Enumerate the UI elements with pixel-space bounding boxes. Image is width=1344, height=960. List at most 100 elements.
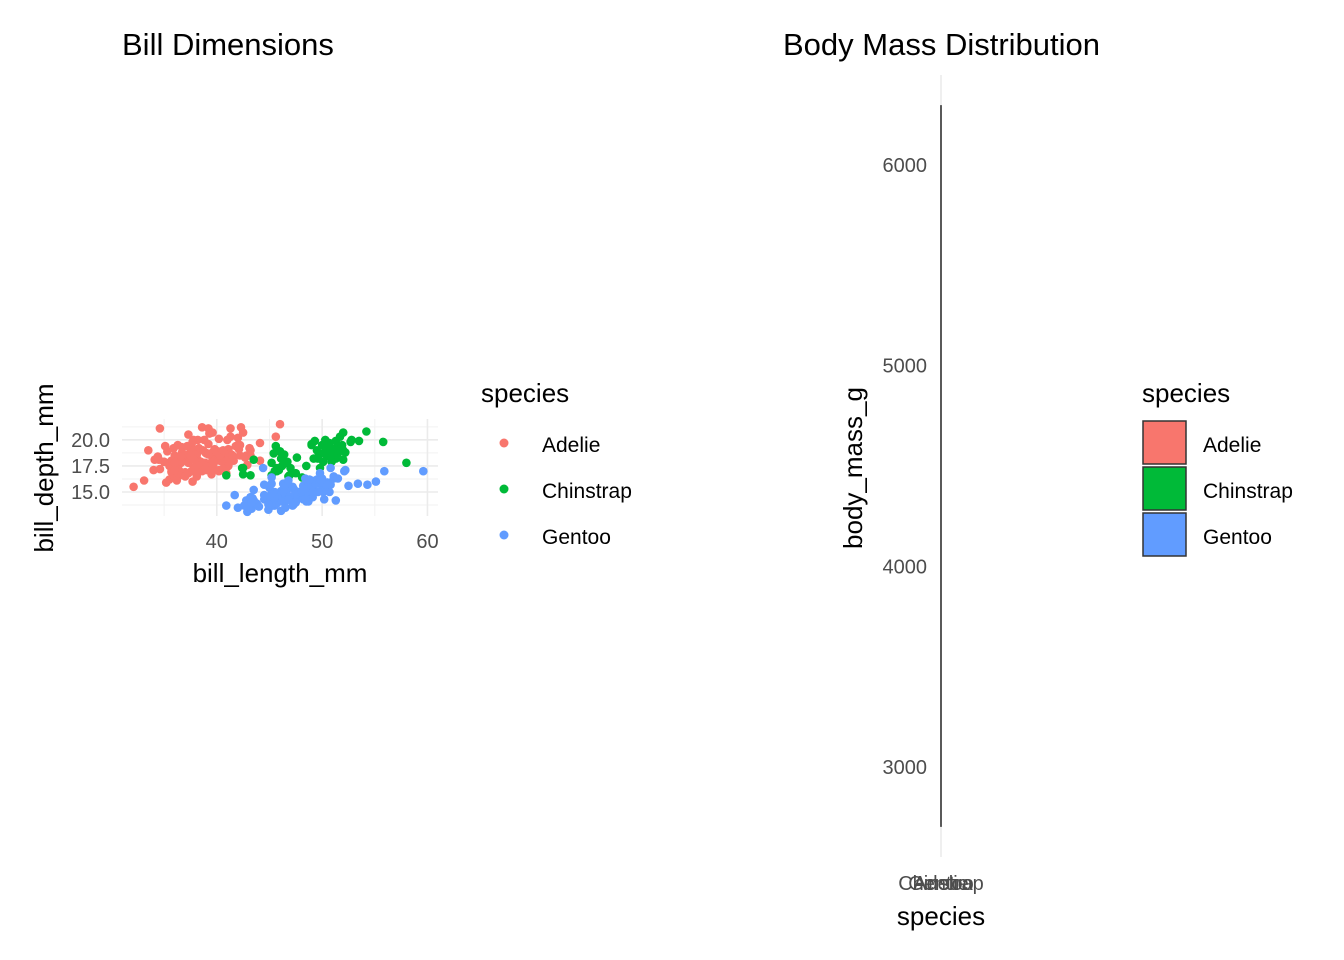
legend-key-adelie-swatch: [1142, 420, 1187, 465]
bar-x-tick-label-gentoo: Gentoo: [908, 873, 974, 895]
scatter-point-chinstrap: [341, 448, 350, 457]
scatter-point-chinstrap: [302, 461, 311, 471]
scatter-point-adelie: [184, 468, 193, 478]
scatter-point-gentoo: [353, 479, 363, 489]
scatter-x-tick-label: 40: [206, 531, 228, 553]
legend-key-gentoo-swatch: [1142, 512, 1187, 557]
scatter-point-gentoo: [267, 489, 276, 499]
scatter-point-gentoo: [371, 477, 381, 486]
scatter-point-adelie: [176, 452, 186, 461]
scatter-point-gentoo: [333, 474, 343, 483]
scatter-point-adelie: [129, 482, 138, 492]
scatter-point-gentoo: [264, 500, 273, 509]
scatter-point-adelie: [160, 441, 170, 451]
scatter-point-gentoo: [259, 490, 269, 500]
scatter-point-gentoo: [284, 476, 293, 485]
body-mass-panel: Body Mass Distribution 3000400050006000 …: [783, 27, 1293, 931]
scatter-point-gentoo: [288, 482, 297, 492]
scatter-point-adelie: [275, 419, 285, 429]
bill-dimensions-panel: Bill Dimensions 40 50 60 15.0 17.5 20.0 bill…: [29, 27, 632, 588]
scatter-point-gentoo: [326, 463, 335, 473]
scatter-title: Bill Dimensions: [122, 27, 334, 62]
scatter-point-chinstrap: [238, 463, 248, 473]
scatter-point-chinstrap: [326, 446, 335, 455]
bar-legend-label-gentoo: Gentoo: [1203, 526, 1272, 549]
scatter-point-gentoo: [419, 466, 428, 476]
scatter-point-adelie: [189, 455, 198, 465]
scatter-y-tick-label: 17.5: [71, 456, 110, 478]
scatter-point-adelie: [245, 443, 254, 453]
bar-x-axis-title: species: [897, 901, 985, 931]
bar-x-tick-label-adelie: Adelie: [913, 873, 969, 895]
scatter-point-gentoo: [222, 501, 231, 510]
scatter-legend: species Adelie Chinstrap Gentoo: [481, 378, 632, 549]
scatter-point-chinstrap: [246, 471, 255, 480]
scatter-x-axis-title: bill_length_mm: [193, 558, 368, 588]
scatter-point-gentoo: [331, 496, 341, 505]
scatter-point-adelie: [184, 430, 193, 439]
bar-legend-label-chinstrap: Chinstrap: [1203, 480, 1293, 503]
scatter-point-gentoo: [316, 476, 326, 485]
scatter-point-adelie: [188, 437, 197, 447]
scatter-point-adelie: [192, 472, 202, 481]
scatter-point-adelie: [159, 457, 169, 467]
scatter-point-gentoo: [363, 480, 372, 490]
scatter-point-gentoo: [288, 501, 297, 510]
scatter-point-chinstrap: [402, 458, 411, 468]
scatter-y-tick-label: 15.0: [71, 482, 110, 504]
scatter-point-adelie: [161, 478, 171, 487]
legend-key-gentoo-dot: [499, 530, 509, 540]
scatter-point-chinstrap: [362, 427, 371, 436]
scatter-point-chinstrap: [222, 471, 231, 480]
scatter-point-adelie: [223, 435, 232, 445]
scatter-legend-label-chinstrap: Chinstrap: [542, 480, 632, 503]
scatter-point-adelie: [240, 453, 250, 462]
scatter-point-adelie: [144, 446, 153, 455]
scatter-point-adelie: [202, 465, 211, 475]
scatter-legend-label-adelie: Adelie: [542, 434, 600, 457]
scatter-point-gentoo: [240, 501, 250, 510]
scatter-point-chinstrap: [347, 435, 356, 445]
scatter-point-adelie: [255, 456, 265, 466]
scatter-legend-title: species: [481, 378, 569, 408]
bar-legend-title: species: [1142, 378, 1230, 408]
scatter-point-adelie: [172, 476, 182, 485]
scatter-point-chinstrap: [332, 446, 342, 455]
scatter-point-adelie: [209, 457, 218, 467]
scatter-point-chinstrap: [337, 440, 347, 450]
scatter-point-gentoo: [344, 481, 353, 491]
bar-y-axis-title: body_mass_g: [838, 387, 868, 549]
scatter-point-gentoo: [341, 465, 350, 475]
scatter-point-chinstrap: [267, 458, 276, 468]
scatter-point-adelie: [214, 434, 224, 444]
scatter-y-ticks: 15.0 17.5 20.0: [71, 430, 110, 504]
scatter-point-gentoo: [319, 495, 329, 504]
scatter-point-chinstrap: [338, 428, 348, 437]
bar-y-tick-label: 3000: [883, 757, 928, 779]
legend-key-adelie-dot: [499, 438, 509, 448]
scatter-point-gentoo: [230, 490, 239, 500]
scatter-point-gentoo: [258, 463, 268, 473]
bar-y-ticks: 3000 4000 5000 6000: [883, 155, 928, 779]
scatter-point-chinstrap: [279, 450, 289, 459]
scatter-points: [129, 419, 428, 517]
scatter-point-adelie: [226, 424, 235, 433]
scatter-point-gentoo: [259, 480, 269, 490]
scatter-point-chinstrap: [319, 449, 329, 458]
scatter-point-chinstrap: [238, 470, 248, 479]
scatter-point-chinstrap: [310, 436, 320, 446]
scatter-point-gentoo: [247, 498, 256, 507]
bar-x-tick-label-chinstrap: Chinstrap: [898, 873, 984, 895]
scatter-point-adelie: [149, 465, 158, 475]
scatter-x-tick-label: 50: [311, 531, 333, 553]
scatter-point-adelie: [233, 433, 243, 443]
scatter-point-gentoo: [301, 494, 310, 503]
scatter-point-adelie: [271, 432, 281, 442]
scatter-x-ticks: 40 50 60: [206, 531, 439, 553]
bar-legend-label-adelie: Adelie: [1203, 434, 1261, 457]
scatter-y-tick-label: 20.0: [71, 430, 110, 452]
scatter-point-chinstrap: [313, 454, 323, 463]
scatter-x-tick-label: 60: [416, 531, 438, 553]
scatter-point-chinstrap: [272, 466, 282, 476]
